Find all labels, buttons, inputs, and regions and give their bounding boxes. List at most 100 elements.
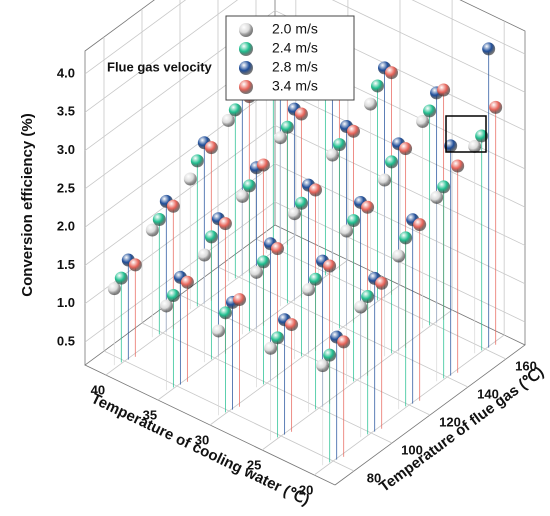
point [482,42,496,56]
point [316,359,330,373]
highlight-box [445,115,487,153]
point [361,200,375,214]
point [347,124,360,138]
z-tick-label: 2.0 [57,219,75,234]
point [378,173,392,187]
point [271,331,285,345]
point [204,230,218,244]
y-tick-label: 100 [401,442,423,457]
point [228,103,242,117]
point [361,290,375,304]
legend-label: 2.0 m/s [272,21,318,37]
point [183,172,197,186]
point [288,207,301,221]
point [294,107,308,121]
y-axis-label: Temperature of flue gas (℃) [376,363,547,495]
point [114,271,128,285]
point [444,139,458,153]
point [166,199,180,213]
legend-marker [239,61,253,75]
x-tick-label: 40 [91,382,105,397]
grid-line [84,163,526,305]
plot-area [107,26,503,466]
x-tick-label: 20 [299,482,313,497]
y-tick-label: 140 [477,386,499,401]
point [413,218,427,232]
z-tick-label: 0.5 [57,333,75,348]
y-tick-label: 80 [367,470,381,485]
point [333,138,346,152]
point [337,335,351,349]
point [309,183,322,197]
point [256,158,270,172]
point [302,283,316,297]
grid-line [261,0,453,451]
point [430,190,444,204]
point [399,231,413,245]
point [152,213,166,227]
legend-label: 2.4 m/s [272,40,318,56]
point [392,249,406,263]
grid-line [313,21,505,476]
point [180,275,194,289]
point [166,288,180,302]
point [437,180,451,194]
legend-label: 2.8 m/s [272,59,318,75]
point [242,179,256,193]
point [416,114,430,128]
point [354,300,368,314]
legend: 2.0 m/s 2.4 m/s 2.8 m/s 3.4 m/s [225,15,355,101]
point [323,259,337,273]
grid-line [84,124,526,266]
point [451,159,465,173]
point [323,348,337,362]
point [468,139,482,153]
point [399,142,413,156]
grid-line [84,201,526,343]
z-tick-label: 3.5 [57,104,75,119]
point [385,155,399,169]
point [257,255,270,269]
point [280,120,294,134]
point [233,293,246,307]
point [218,217,232,231]
point [489,100,503,114]
point [309,272,323,286]
z-tick-label: 2.5 [57,180,75,195]
legend-marker [239,80,253,94]
point [128,258,142,272]
point [221,113,235,127]
x-tick-label: 25 [247,457,261,472]
x-tick-label: 35 [143,407,157,422]
point [347,214,361,228]
point [326,148,339,162]
z-tick-label: 4.0 [57,65,75,80]
z-tick-label: 3.0 [57,142,75,157]
z-tick-label: 1.5 [57,257,75,272]
point [295,196,308,210]
point [385,66,398,80]
point [273,131,287,145]
y-tick-label: 160 [515,358,537,373]
point [204,141,218,155]
point [271,242,284,256]
grid-line [84,0,526,75]
grid-line [103,37,355,472]
z-axis-label: Conversion efficiency (%) [19,113,36,296]
point [364,97,377,111]
x-axis-label: Temperature of cooling water (℃) [88,390,312,509]
point [250,265,263,279]
point [475,129,489,143]
point [285,318,299,332]
point [423,104,437,118]
annotation: Flue gas velocity [107,59,213,74]
point [190,154,204,168]
point [264,341,278,355]
point [371,79,384,93]
grid-line [209,0,401,426]
y-tick-label: 120 [439,414,461,429]
x-tick-label: 30 [195,432,209,447]
legend-marker [239,23,253,37]
point [159,299,173,313]
